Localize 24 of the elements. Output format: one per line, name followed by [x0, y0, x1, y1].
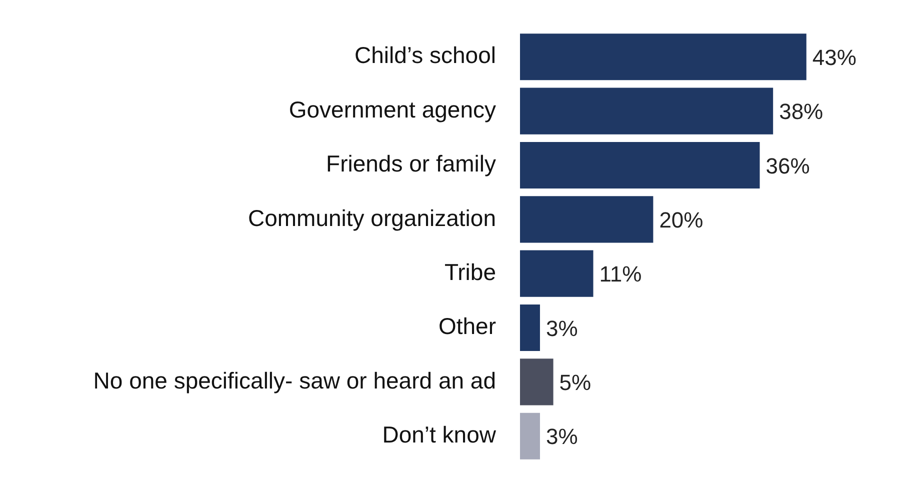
bar — [520, 196, 654, 243]
y-tick-label: Tribe — [444, 258, 496, 285]
y-tick-label: Government agency — [288, 96, 496, 122]
bar — [520, 34, 806, 80]
data-label: 3% — [546, 316, 578, 341]
y-tick-label: Child’s school — [354, 42, 496, 68]
data-label: 36% — [766, 153, 810, 178]
y-tick-label: Friends or family — [326, 150, 496, 177]
bar — [520, 142, 760, 189]
data-label: 11% — [599, 262, 642, 287]
data-label: 38% — [779, 99, 824, 124]
data-label: 3% — [546, 424, 578, 450]
data-label: 20% — [659, 207, 704, 232]
bar — [520, 304, 540, 352]
y-tick-label: Community organization — [248, 204, 496, 231]
data-label: 5% — [559, 370, 592, 395]
bar — [520, 412, 540, 460]
bar — [520, 88, 774, 134]
bar — [520, 250, 594, 297]
y-tick-label: No one specifically- saw or heard an ad — [93, 367, 496, 394]
bar — [520, 358, 554, 406]
y-tick-label: Don’t know — [382, 421, 496, 448]
y-tick-label: Other — [438, 313, 496, 340]
data-label: 43% — [812, 44, 856, 70]
